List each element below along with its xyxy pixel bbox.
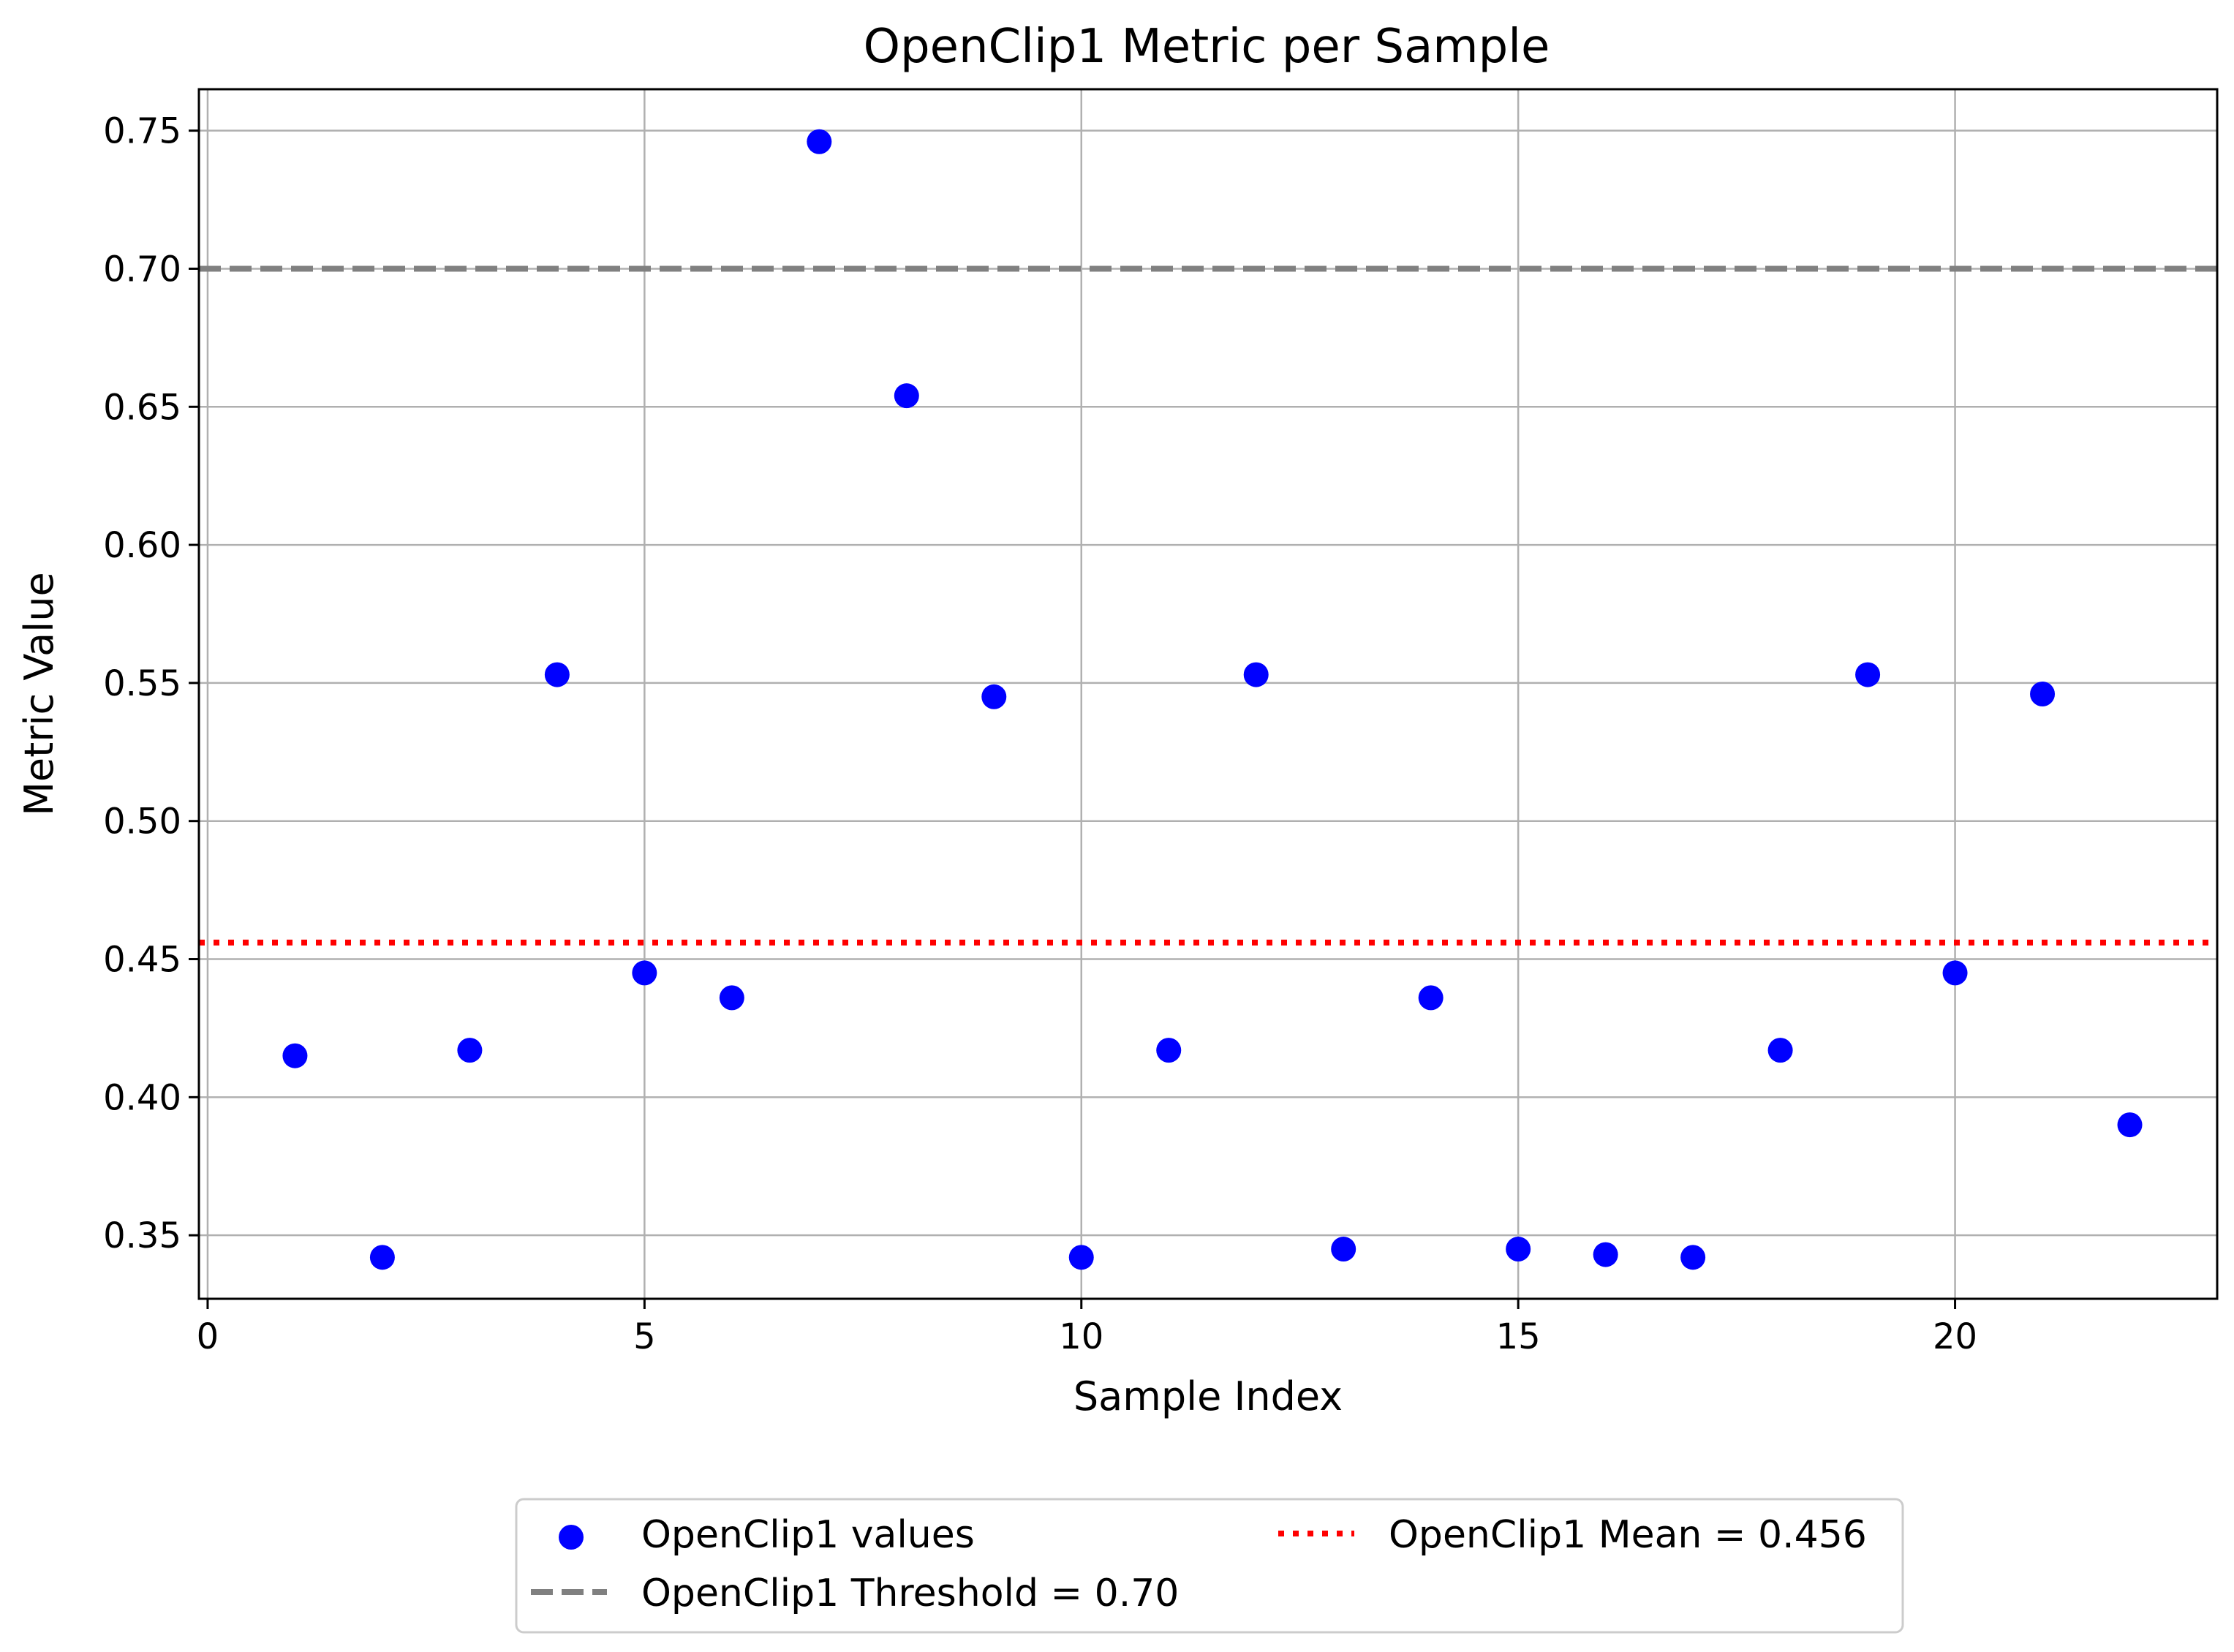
x-tick-label: 0 xyxy=(197,1316,219,1357)
data-point xyxy=(1593,1242,1618,1267)
y-tick-label: 0.65 xyxy=(103,387,181,428)
data-point xyxy=(1855,662,1881,687)
data-point xyxy=(2030,682,2056,706)
data-point xyxy=(1068,1245,1094,1270)
legend-marker-values xyxy=(559,1525,584,1550)
y-tick-label: 0.55 xyxy=(103,663,181,704)
x-tick-label: 10 xyxy=(1059,1316,1103,1357)
data-point xyxy=(282,1043,308,1068)
y-axis-label: Metric Value xyxy=(16,572,62,815)
data-point xyxy=(1680,1245,1706,1270)
data-point xyxy=(1942,960,1968,986)
y-tick-label: 0.35 xyxy=(103,1215,181,1256)
grid xyxy=(199,89,2217,1299)
x-axis-label: Sample Index xyxy=(1073,1373,1343,1419)
data-point xyxy=(457,1038,483,1063)
data-point xyxy=(1331,1237,1356,1262)
data-points xyxy=(282,129,2143,1270)
data-point xyxy=(981,684,1007,709)
legend-box xyxy=(515,1498,1904,1634)
data-point xyxy=(894,383,919,409)
data-point xyxy=(2117,1112,2143,1138)
y-tick-label: 0.70 xyxy=(103,249,181,290)
y-tick-label: 0.75 xyxy=(103,111,181,152)
axis-ticks: 0 5 10 15 20 0.35 0.40 0.45 0.50 0.55 0.60 0.65 0.70… xyxy=(103,111,1977,1357)
data-point xyxy=(1243,662,1269,687)
data-point xyxy=(544,662,570,687)
plot-frame xyxy=(197,88,2219,1300)
data-point xyxy=(807,129,832,154)
y-tick-label: 0.45 xyxy=(103,940,181,981)
legend-label-values: OpenClip1 values xyxy=(641,1513,975,1557)
legend-label-threshold: OpenClip1 Threshold = 0.70 xyxy=(641,1572,1179,1615)
x-tick-label: 20 xyxy=(1933,1316,1977,1357)
data-point xyxy=(1418,985,1444,1011)
data-point xyxy=(1506,1237,1531,1262)
data-point xyxy=(1767,1038,1793,1063)
y-tick-label: 0.60 xyxy=(103,525,181,566)
x-tick-label: 15 xyxy=(1496,1316,1541,1357)
y-tick-label: 0.50 xyxy=(103,802,181,842)
data-point xyxy=(719,985,744,1011)
legend-label-mean: OpenClip1 Mean = 0.456 xyxy=(1389,1513,1867,1557)
x-tick-label: 5 xyxy=(633,1316,656,1357)
y-tick-label: 0.40 xyxy=(103,1077,181,1118)
data-point xyxy=(1156,1038,1182,1063)
reference-lines xyxy=(199,265,2217,946)
chart-title: OpenClip1 Metric per Sample xyxy=(864,20,1550,74)
legend: OpenClip1 values OpenClip1 Threshold = 0… xyxy=(515,1498,1904,1634)
data-point xyxy=(369,1245,395,1270)
data-point xyxy=(632,960,657,986)
